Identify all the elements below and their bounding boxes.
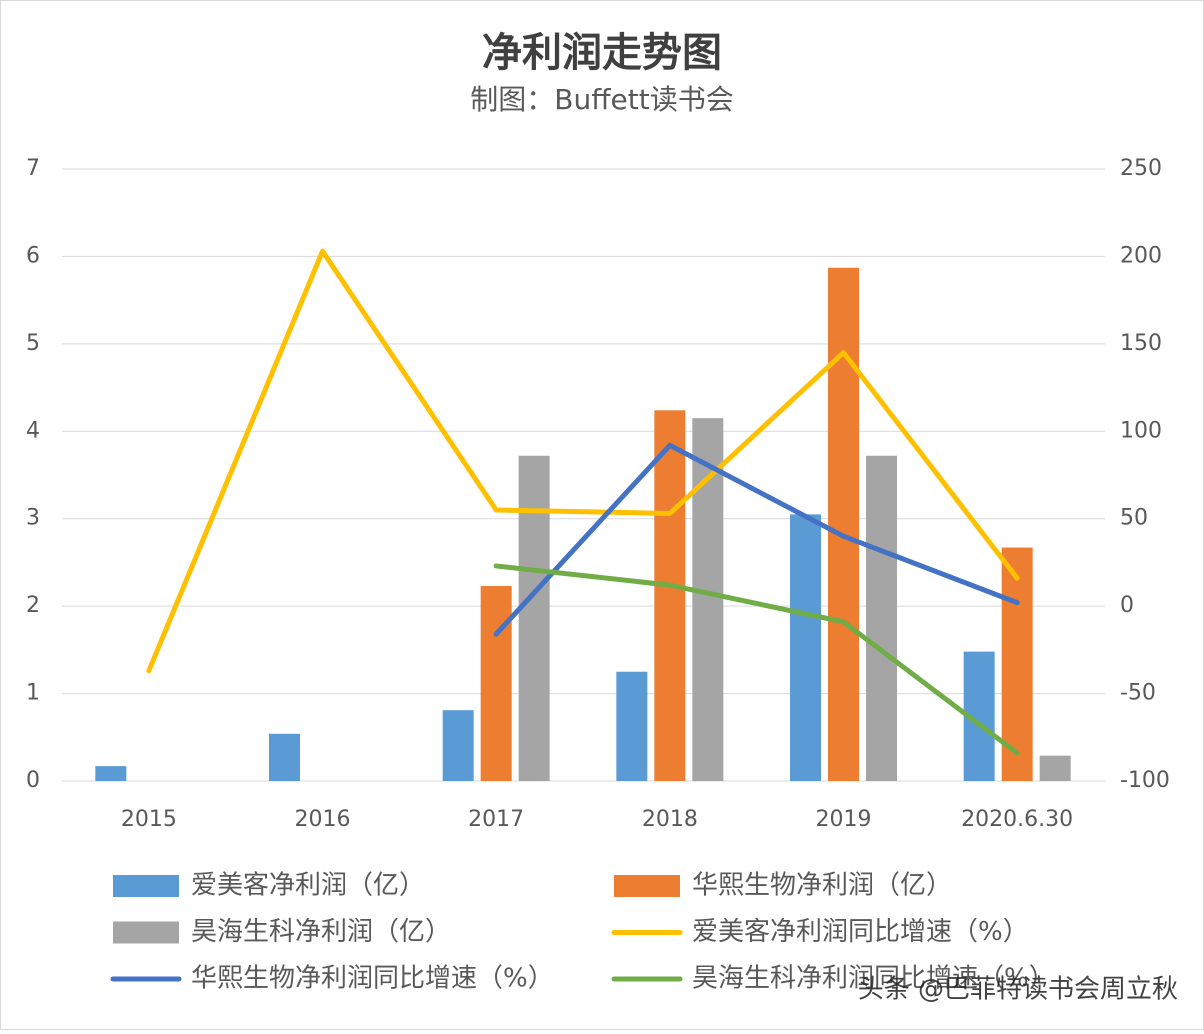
line — [493, 442, 1020, 637]
y2-tick-label: -50 — [1120, 681, 1156, 706]
bar — [442, 710, 474, 781]
y2-tick-label: 0 — [1120, 593, 1134, 618]
x-tick-label: 2020.6.30 — [961, 807, 1073, 832]
y-tick-label: 2 — [26, 593, 40, 618]
y2-tick-label: -100 — [1120, 768, 1170, 793]
chart-subtitle: 制图：Buffett读书会 — [470, 83, 733, 116]
legend-label: 昊海生科净利润同比增速（%） — [692, 964, 1055, 994]
legend-label: 华熙生物净利润（亿） — [692, 871, 952, 901]
y-tick-label: 6 — [26, 243, 40, 268]
y-tick-label: 3 — [26, 506, 40, 531]
y-tick-label: 1 — [26, 681, 40, 706]
legend-label: 爱美客净利润同比增速（%） — [692, 917, 1029, 947]
bar — [616, 671, 648, 781]
bar — [828, 267, 859, 781]
x-tick-label: 2017 — [468, 807, 524, 832]
legend-swatch — [614, 875, 680, 897]
bar — [518, 455, 550, 781]
line — [146, 248, 1020, 674]
y-tick-label: 7 — [26, 156, 40, 181]
bar — [480, 586, 512, 781]
y-tick-label: 4 — [26, 418, 40, 443]
chart-title: 净利润走势图 — [482, 30, 722, 76]
legend-label: 华熙生物净利润同比增速（%） — [191, 964, 554, 994]
bar — [95, 766, 127, 781]
legend-label: 爱美客净利润（亿） — [191, 871, 425, 901]
watermark: 头条 @巴菲特读书会周立秋 — [858, 975, 1178, 1005]
y-tick-label: 0 — [26, 768, 40, 793]
y2-tick-label: 50 — [1120, 506, 1148, 531]
x-tick-label: 2016 — [295, 807, 351, 832]
y2-tick-label: 200 — [1120, 243, 1162, 268]
legend-label: 昊海生科净利润（亿） — [191, 917, 451, 947]
bar — [654, 410, 686, 781]
legend-swatch — [113, 921, 179, 944]
y2-tick-label: 150 — [1120, 331, 1162, 356]
bar — [269, 733, 300, 781]
legend-swatch — [113, 875, 179, 897]
bar — [866, 455, 897, 781]
y-tick-label: 5 — [26, 331, 40, 356]
x-tick-label: 2018 — [642, 807, 698, 832]
x-tick-label: 2015 — [121, 807, 177, 832]
y2-tick-label: 100 — [1120, 418, 1162, 443]
line — [493, 563, 1020, 756]
x-tick-label: 2019 — [816, 807, 872, 832]
bar — [790, 514, 821, 781]
bar — [1039, 755, 1071, 781]
y2-tick-label: 250 — [1120, 156, 1162, 181]
